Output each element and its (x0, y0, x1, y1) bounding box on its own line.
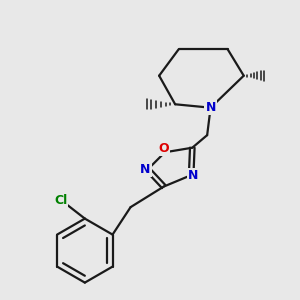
Text: N: N (206, 101, 216, 114)
Text: N: N (188, 169, 199, 182)
Text: Cl: Cl (54, 194, 68, 207)
Text: N: N (140, 163, 151, 176)
Text: O: O (158, 142, 169, 155)
